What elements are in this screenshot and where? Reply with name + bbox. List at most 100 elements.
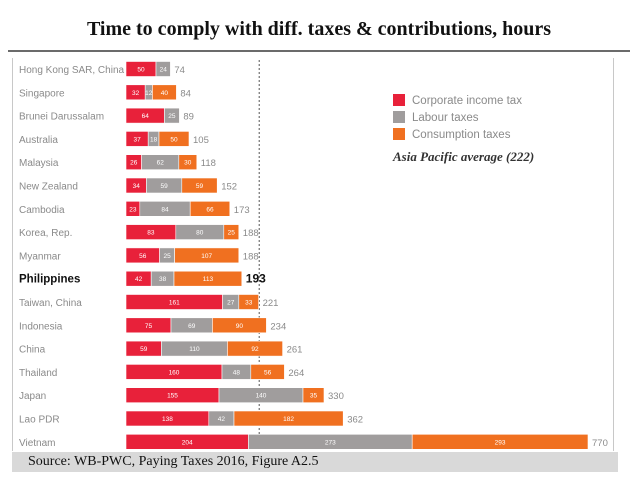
segment-data-label: 50 (170, 136, 178, 143)
segment-data-label: 25 (168, 113, 176, 120)
segment-data-label: 182 (283, 416, 294, 423)
category-label: Hong Kong SAR, China (19, 65, 125, 76)
legend-swatch (393, 111, 405, 123)
bar-segment (181, 177, 218, 194)
legend-label: Labour taxes (412, 112, 479, 124)
segment-data-label: 37 (133, 136, 141, 143)
title-divider (8, 50, 630, 52)
segment-data-label: 30 (184, 160, 192, 167)
total-label: 188 (243, 228, 259, 239)
bar-segment (152, 84, 177, 101)
segment-data-label: 62 (157, 160, 165, 167)
segment-data-label: 59 (160, 183, 168, 190)
category-label: Myanmar (19, 251, 61, 262)
category-label: Philippines (19, 274, 80, 286)
segment-data-label: 25 (228, 230, 236, 237)
total-label: 188 (243, 251, 259, 262)
legend-swatch (393, 128, 405, 140)
segment-data-label: 138 (162, 416, 173, 423)
bar-segment (178, 154, 198, 170)
category-label: Taiwan, China (19, 298, 82, 309)
bar-segment (158, 131, 190, 147)
segment-data-label: 12 (145, 90, 153, 97)
segment-data-label: 32 (132, 90, 140, 97)
category-label: Korea, Rep. (19, 228, 72, 239)
total-label: 770 (592, 438, 608, 449)
category-label: China (19, 345, 46, 356)
total-label: 234 (270, 321, 286, 332)
segment-data-label: 33 (245, 300, 253, 307)
segment-data-label: 56 (264, 369, 272, 376)
segment-data-label: 107 (201, 253, 212, 260)
segment-data-label: 35 (310, 393, 318, 400)
segment-data-label: 40 (161, 90, 169, 97)
category-label: Japan (19, 391, 46, 402)
footer-band (12, 452, 618, 472)
category-label: Australia (19, 135, 58, 146)
segment-data-label: 64 (142, 113, 150, 120)
segment-data-label: 113 (203, 276, 214, 283)
segment-data-label: 140 (256, 393, 267, 400)
chart-panel (12, 58, 614, 451)
bar-segment (223, 224, 240, 240)
total-label: 105 (193, 135, 209, 146)
total-label: 330 (328, 391, 344, 402)
bar-segment (250, 364, 285, 380)
bar-segment (189, 201, 231, 217)
bar-segment (164, 107, 180, 124)
segment-data-label: 110 (189, 346, 200, 353)
segment-data-label: 155 (167, 393, 178, 400)
total-label: 173 (234, 205, 250, 216)
bar-segment (302, 387, 325, 404)
total-label: 362 (347, 415, 363, 426)
segment-data-label: 34 (133, 183, 141, 190)
category-label: Brunei Darussalam (19, 112, 104, 123)
segment-data-label: 66 (206, 206, 214, 213)
total-label: 74 (174, 65, 185, 76)
category-label: New Zealand (19, 182, 78, 193)
segment-data-label: 26 (130, 160, 138, 167)
bar-segment (411, 433, 589, 450)
total-label: 84 (180, 88, 191, 99)
total-label: 221 (263, 298, 279, 309)
category-label: Lao PDR (19, 415, 60, 426)
segment-data-label: 27 (227, 300, 235, 307)
segment-data-label: 56 (139, 253, 147, 260)
segment-data-label: 23 (129, 206, 137, 213)
segment-data-label: 69 (188, 323, 196, 330)
total-label: 89 (183, 112, 194, 123)
category-label: Vietnam (19, 438, 56, 449)
bar-segment (155, 61, 171, 77)
segment-data-label: 161 (169, 300, 180, 307)
segment-data-label: 48 (233, 369, 241, 376)
segment-data-label: 25 (163, 253, 171, 260)
category-label: Malaysia (19, 158, 59, 169)
legend-label: Consumption taxes (412, 129, 511, 141)
segment-data-label: 92 (251, 346, 259, 353)
legend-swatch (393, 94, 405, 106)
segment-data-label: 75 (145, 323, 153, 330)
bar-segment (212, 317, 267, 334)
bar-segment (173, 270, 243, 287)
category-label: Cambodia (19, 205, 65, 216)
slide-title: Time to comply with diff. taxes & contri… (86, 18, 552, 40)
total-label: 261 (287, 345, 303, 356)
segment-data-label: 273 (325, 439, 336, 446)
segment-data-label: 83 (147, 230, 155, 237)
category-label: Thailand (19, 368, 57, 379)
segment-data-label: 90 (236, 323, 244, 330)
average-annotation: Asia Pacific average (222) (392, 149, 534, 164)
segment-data-label: 42 (218, 416, 226, 423)
segment-data-label: 18 (150, 136, 158, 143)
total-label: 152 (221, 182, 237, 193)
source-note: Source: WB-PWC, Paying Taxes 2016, Figur… (28, 454, 319, 469)
segment-data-label: 80 (196, 230, 204, 237)
segment-data-label: 38 (159, 276, 167, 283)
segment-data-label: 24 (160, 67, 168, 74)
total-label: 193 (246, 272, 266, 286)
total-label: 264 (288, 368, 304, 379)
bar-segment (238, 294, 259, 310)
segment-data-label: 59 (196, 183, 204, 190)
legend-label: Corporate income tax (412, 95, 522, 107)
